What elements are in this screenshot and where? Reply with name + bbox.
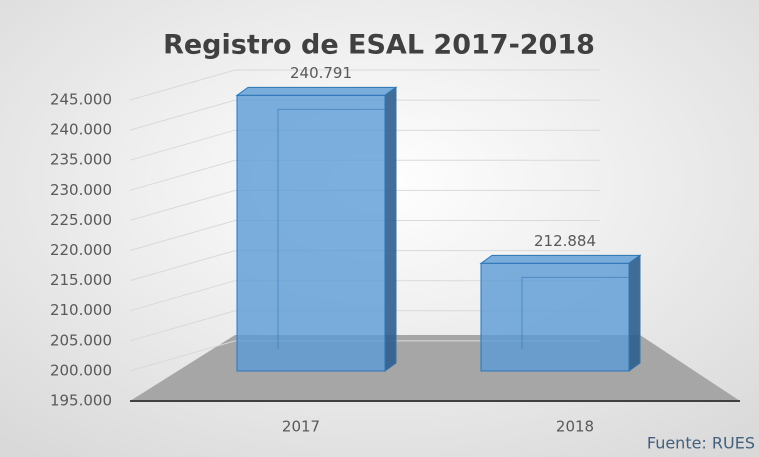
grid-line	[129, 189, 600, 221]
y-tick-label: 220.000	[50, 241, 112, 259]
grid-line	[129, 159, 600, 191]
y-tick-label: 240.000	[50, 121, 112, 139]
grid-line	[129, 250, 600, 282]
grid-line	[129, 340, 600, 372]
bar-top	[479, 254, 642, 264]
bar-top	[235, 86, 398, 96]
y-tick-label: 205.000	[50, 331, 112, 349]
y-tick-label: 195.000	[50, 392, 112, 410]
chart-title: Registro de ESAL 2017-2018	[163, 30, 595, 61]
x-tick-label: 2017	[282, 418, 320, 436]
grid-line	[129, 69, 600, 101]
x-tick-label: 2018	[556, 418, 594, 436]
y-tick-label: 230.000	[50, 181, 112, 199]
bar-side	[628, 254, 641, 372]
data-label: 212.884	[534, 232, 596, 250]
bar-side	[384, 86, 397, 372]
y-tick-label: 210.000	[50, 301, 112, 319]
grid-line	[129, 129, 600, 161]
data-label: 240.791	[290, 64, 352, 82]
bar	[236, 94, 386, 372]
bar-inner-edge	[277, 108, 385, 349]
grid-line	[129, 310, 600, 342]
grid-line	[129, 280, 600, 312]
bar	[480, 262, 630, 372]
y-tick-label: 225.000	[50, 211, 112, 229]
bar-inner-edge	[521, 276, 629, 349]
grid-line	[129, 220, 600, 251]
y-tick-label: 200.000	[50, 361, 112, 379]
y-tick-label: 245.000	[50, 91, 112, 109]
y-tick-label: 235.000	[50, 151, 112, 169]
y-tick-label: 215.000	[50, 271, 112, 289]
grid-line	[129, 99, 600, 131]
source-note: Fuente: RUES	[647, 434, 755, 453]
